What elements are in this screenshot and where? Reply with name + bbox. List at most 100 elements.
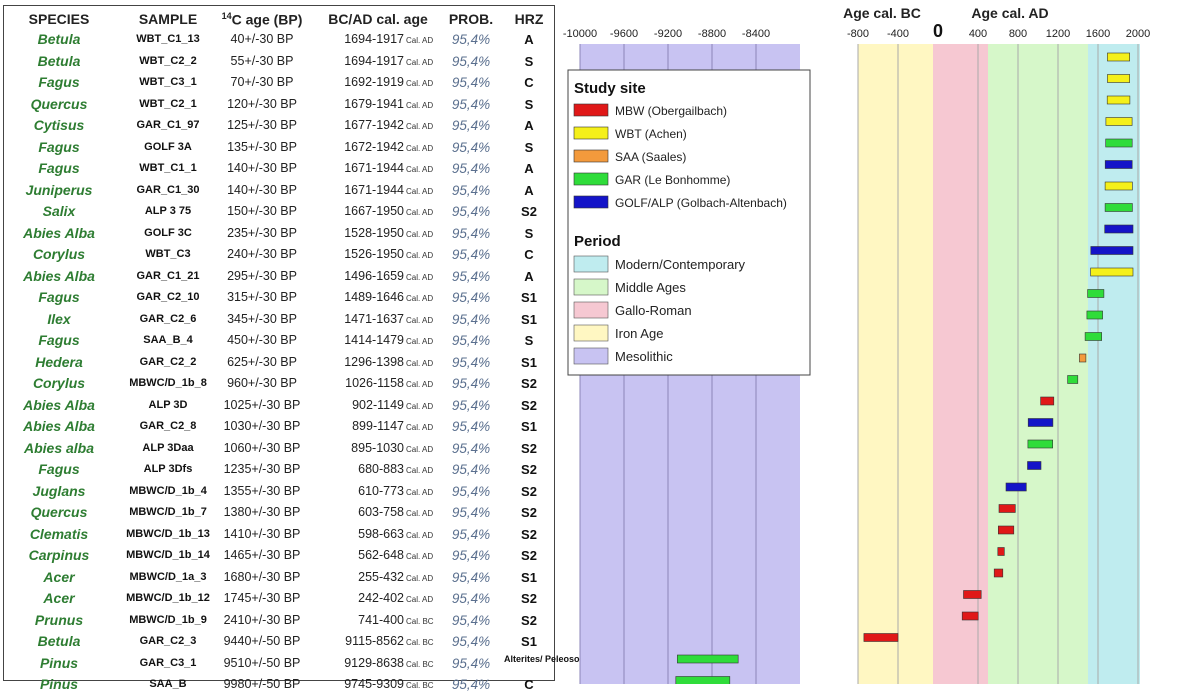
probability-cell: 95,4% (451, 483, 491, 499)
probability-cell: 95,4% (451, 376, 491, 391)
cal-age-cell: 1526-1950 (344, 247, 404, 261)
probability-cell: 95,4% (451, 354, 491, 370)
table-row: Abies Alba GAR_C1_21 295+/-30 BP 1496-1659 C… (4, 266, 554, 288)
c14-age-cell: 1745+/-30 BP (223, 591, 301, 605)
table-row: Acer MBWC/D_1b_12 1745+/-30 BP 242-402 Cal. … (4, 588, 554, 610)
date-range-bar (1104, 224, 1134, 234)
x-tick-label: -8800 (698, 28, 726, 40)
species-cell: Carpinus (28, 547, 90, 563)
probability-cell: 95,4% (451, 548, 491, 563)
date-range-bar (863, 633, 899, 642)
species-cell: Pinus (39, 676, 79, 692)
c14-age-cell: 140+/-30 BP (227, 182, 297, 197)
date-range-bar (1090, 267, 1134, 277)
legend-swatch (573, 195, 609, 209)
horizon-cell: Alterites/ Peleosol (504, 653, 583, 664)
cal-age-cell: 1414-1479 (344, 333, 404, 347)
sample-cell: MBWC/D_1b_4 (129, 484, 207, 497)
c14-age-cell: 70+/-30 BP (230, 75, 294, 89)
x-axis: Age cal. BC 0 Age cal. AD -10000 -9600 -92… (563, 5, 1150, 41)
cal-unit-cell: Cal. AD (406, 380, 434, 389)
horizon-cell: A (524, 182, 534, 198)
date-range-bar (1105, 117, 1133, 126)
c14-age-cell: 1235+/-30 BP (223, 462, 301, 476)
cal-unit-cell: Cal. BC (406, 616, 434, 626)
c14-age-cell: 140+/-30 BP (227, 161, 297, 175)
species-cell: Corylus (32, 375, 86, 391)
table-row: Abies Alba ALP 3D 1025+/-30 BP 902-1149 Cal.… (4, 395, 554, 417)
header-species: SPECIES (28, 11, 90, 27)
c14-age-cell: 1410+/-30 BP (223, 526, 301, 541)
sample-cell: MBWC/D_1b_7 (129, 506, 207, 518)
cal-age-cell: 598-663 (358, 526, 404, 541)
c14-age-cell: 40+/-30 BP (230, 32, 294, 46)
species-cell: Clematis (29, 525, 89, 542)
horizon-cell: S2 (521, 612, 537, 628)
probability-cell: 95,4% (451, 204, 491, 219)
cal-unit-cell: Cal. AD (406, 165, 434, 174)
cal-unit-cell: Cal. AD (406, 573, 434, 583)
c14-age-cell: 1025+/-30 BP (223, 397, 301, 412)
sample-cell: GAR_C2_8 (139, 420, 197, 432)
cal-age-cell: 1496-1659 (344, 268, 404, 283)
sample-cell: GAR_C1_21 (136, 269, 200, 282)
date-range-bar (1104, 160, 1133, 169)
table-row: Carpinus MBWC/D_1b_14 1465+/-30 BP 562-648 C… (4, 545, 554, 567)
horizon-cell: S2 (521, 204, 537, 219)
x-tick-label: 2000 (1126, 28, 1150, 40)
date-range-bar (1040, 396, 1055, 406)
probability-cell: 95,4% (451, 634, 491, 649)
horizon-cell: C (524, 677, 534, 692)
table-row: Abies alba ALP 3Daa 1060+/-30 BP 895-1030 Ca… (4, 438, 554, 460)
cal-unit-cell: Cal. AD (406, 466, 434, 475)
species-cell: Quercus (30, 504, 88, 520)
c14-age-cell: 960+/-30 BP (227, 376, 297, 390)
horizon-cell: A (524, 118, 534, 133)
cal-age-cell: 741-400 (358, 612, 404, 627)
sample-cell: GAR_C2_6 (139, 312, 197, 325)
date-range-bar (1084, 332, 1102, 341)
species-cell: Fagus (38, 461, 80, 477)
legend-swatch (573, 324, 609, 342)
cal-age-cell: 9745-9309 (344, 677, 404, 691)
horizon-cell: S2 (521, 440, 537, 456)
cal-unit-cell: Cal. AD (406, 272, 434, 282)
c14-age-cell: 1465+/-30 BP (223, 548, 301, 562)
c14-age-cell: 55+/-30 BP (230, 53, 294, 68)
header-c14-sup: 14 (221, 11, 232, 21)
legend-label: Middle Ages (615, 280, 686, 295)
axis-title-bc: Age cal. BC (843, 5, 921, 21)
horizon-cell: C (524, 75, 534, 90)
x-tick-label: 800 (1009, 28, 1027, 40)
cal-unit-cell: Cal. BC (406, 638, 434, 647)
horizon-cell: S2 (521, 376, 537, 391)
cal-unit-cell: Cal. AD (406, 444, 434, 454)
table-header: SPECIES SAMPLE 14C age (BP) BC/AD cal. a… (4, 6, 554, 32)
sample-cell: WBT_C3_1 (139, 76, 197, 88)
horizon-cell: A (524, 161, 534, 176)
sample-cell: GOLF 3A (144, 140, 192, 153)
c14-age-cell: 240+/-30 BP (227, 247, 297, 261)
table-row: Abies Alba GOLF 3C 235+/-30 BP 1528-1950 Cal… (4, 223, 554, 245)
probability-cell: 95,4% (451, 677, 491, 692)
species-cell: Betula (37, 31, 81, 47)
table-row: Ilex GAR_C2_6 345+/-30 BP 1471-1637 Cal. AD 9… (4, 309, 554, 331)
header-prob: PROB. (448, 11, 494, 27)
cal-age-cell: 1671-1944 (344, 182, 404, 197)
horizon-cell: S (524, 333, 534, 348)
header-hrz: HRZ (514, 11, 544, 27)
legend-swatch (573, 347, 609, 365)
probability-cell: 95,4% (451, 225, 491, 241)
cal-unit-cell: Cal. AD (406, 251, 434, 260)
cal-unit-cell: Cal. AD (406, 552, 434, 561)
cal-age-cell: 1671-1944 (344, 161, 404, 175)
table-row: Fagus WBT_C1_1 140+/-30 BP 1671-1944 Cal. AD… (4, 158, 554, 180)
sample-cell: MBWC/D_1b_13 (126, 527, 210, 540)
c14-age-cell: 295+/-30 BP (227, 268, 297, 283)
cal-age-cell: 899-1147 (352, 419, 404, 433)
c14-age-cell: 235+/-30 BP (227, 225, 297, 240)
cal-unit-cell: Cal. AD (406, 595, 434, 604)
probability-cell: 95,4% (451, 96, 491, 112)
horizon-cell: A (524, 32, 534, 47)
species-cell: Betula (37, 52, 81, 69)
